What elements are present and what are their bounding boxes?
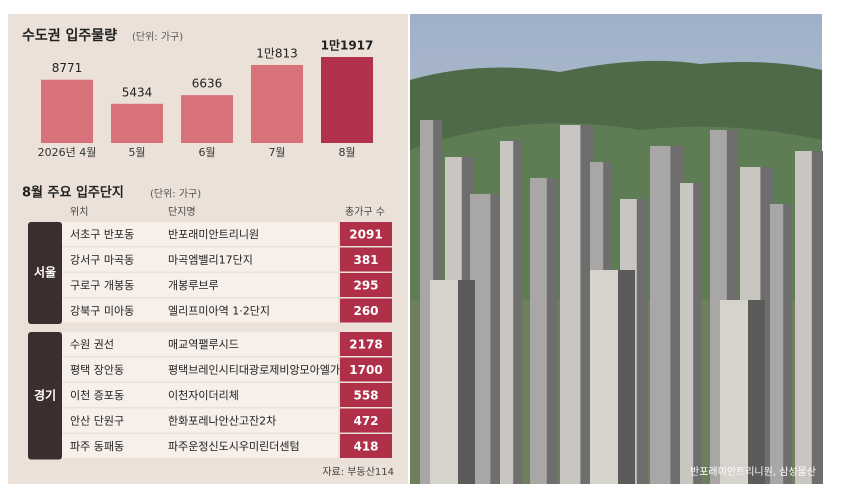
- complex-name: 엘리프미아역 1·2단지: [168, 304, 270, 317]
- value-label: 1만1917: [321, 38, 374, 53]
- table-title: 8월 주요 입주단지: [22, 185, 124, 201]
- location: 안산 단원구: [70, 414, 124, 427]
- row-bg: [62, 434, 338, 458]
- household-count: 418: [353, 439, 378, 453]
- building-shade: [636, 199, 648, 484]
- building-shade: [618, 270, 635, 484]
- location: 파주 동패동: [70, 440, 124, 453]
- household-count: 381: [353, 253, 378, 267]
- complex-name: 한화포레나안산고잔2차: [168, 414, 276, 427]
- building-shade: [693, 183, 702, 484]
- bar: [41, 79, 93, 143]
- location: 이천 증포동: [70, 388, 124, 402]
- row-bg: [62, 332, 338, 356]
- bar: [251, 64, 303, 143]
- row-bg: [62, 357, 338, 382]
- complex-name: 마곡엠밸리17단지: [168, 253, 253, 266]
- group-label: 서울: [34, 265, 56, 280]
- household-count: 472: [353, 414, 378, 428]
- count-cell: [340, 357, 392, 382]
- location: 서초구 반포동: [70, 228, 134, 241]
- count-cell: [340, 222, 392, 246]
- source: 자료: 부동산114: [322, 466, 394, 478]
- x-tick-label: 2026년 4월: [38, 146, 97, 159]
- household-count: 1700: [349, 363, 382, 377]
- count-cell: [340, 408, 392, 433]
- household-count: 2091: [349, 227, 382, 241]
- table-header: 위치: [70, 205, 88, 218]
- value-label: 8771: [52, 61, 83, 75]
- household-count: 2178: [349, 337, 382, 351]
- bar: [111, 103, 163, 143]
- count-cell: [340, 383, 392, 407]
- location: 강북구 미아동: [70, 304, 134, 317]
- household-count: 558: [353, 388, 378, 402]
- count-cell: [340, 332, 392, 356]
- table-header: 단지명: [168, 206, 196, 218]
- x-tick-label: 6월: [198, 146, 215, 159]
- x-tick-label: 5월: [128, 146, 145, 159]
- location: 수원 권선: [70, 338, 114, 351]
- table-header: 총가구 수: [345, 206, 385, 218]
- chart-title: 수도권 입주물량: [22, 28, 117, 44]
- table-subtitle: (단위: 가구): [150, 187, 201, 200]
- building-shade: [811, 151, 823, 484]
- location: 강서구 마곡동: [70, 253, 134, 266]
- bar: [181, 95, 233, 143]
- count-cell: [340, 247, 392, 272]
- complex-name: 이천자이더리체: [168, 388, 239, 402]
- value-label: 6636: [192, 77, 223, 91]
- row-bg: [62, 273, 338, 297]
- x-tick-label: 7월: [268, 146, 285, 159]
- row-bg: [62, 408, 338, 433]
- row-bg: [62, 383, 338, 407]
- row-bg: [62, 247, 338, 272]
- complex-name: 파주운정신도시우미린더센텀: [168, 440, 300, 453]
- building-shade: [783, 204, 792, 484]
- building-shade: [458, 280, 475, 484]
- count-cell: [340, 298, 392, 323]
- complex-name: 개봉루브루: [168, 279, 219, 292]
- photo: [410, 14, 823, 485]
- building-shade: [546, 178, 558, 484]
- group-cell: [28, 222, 62, 324]
- location: 구로구 개봉동: [70, 279, 134, 292]
- bar: [321, 57, 373, 143]
- group-cell: [28, 332, 62, 460]
- household-count: 295: [353, 278, 378, 292]
- complex-name: 평택브레인시티대광로제비앙모아엘가: [168, 363, 340, 376]
- building-shade: [748, 300, 765, 484]
- household-count: 260: [353, 304, 378, 318]
- row-bg: [62, 298, 338, 323]
- complex-name: 매교역팰루시드: [168, 338, 239, 351]
- value-label: 1만813: [256, 46, 298, 60]
- count-cell: [340, 273, 392, 297]
- building-shade: [513, 141, 522, 484]
- complex-name: 반포래미안트리니원: [168, 228, 259, 241]
- value-label: 5434: [122, 85, 153, 99]
- photo-caption: 반포래미안트리니원, 삼성물산: [690, 466, 816, 478]
- row-bg: [62, 222, 338, 246]
- group-label: 경기: [34, 387, 56, 402]
- chart-subtitle: (단위: 가구): [132, 30, 183, 43]
- location: 평택 장안동: [70, 363, 124, 376]
- count-cell: [340, 434, 392, 458]
- x-tick-label: 8월: [338, 146, 355, 159]
